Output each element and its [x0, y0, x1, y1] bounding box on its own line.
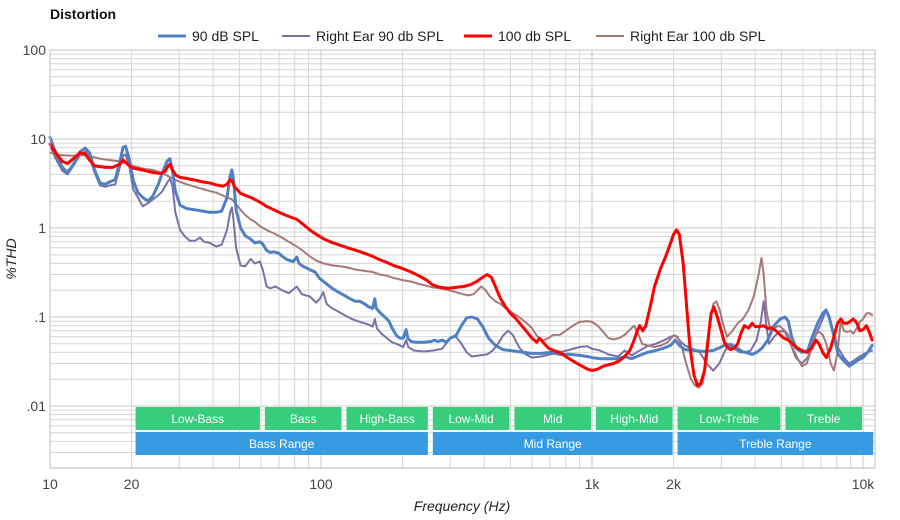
band-rect: [135, 407, 260, 430]
band-low-bass: Low-Bass: [135, 407, 260, 430]
series-line-right-ear-90-db-spl: [49, 144, 874, 372]
y-tick-label: 100: [23, 42, 47, 58]
y-tick-label: .01: [27, 398, 47, 414]
legend-label: 90 dB SPL: [192, 28, 259, 44]
legend-item[interactable]: 90 dB SPL: [158, 28, 259, 44]
band-label: Treble: [807, 412, 841, 426]
y-tick-label: 1: [38, 220, 46, 236]
band-rect: [432, 432, 673, 455]
band-rect: [135, 432, 428, 455]
band-label: Bass: [290, 412, 317, 426]
y-axis-label: %THD: [3, 238, 19, 279]
band-rect: [596, 407, 673, 430]
x-tick-label: 1k: [585, 476, 601, 492]
legend-item[interactable]: Right Ear 90 db SPL: [282, 28, 444, 44]
series-line-100-db-spl: [48, 142, 874, 387]
series-lines: [48, 135, 874, 389]
legend-label: Right Ear 100 db SPL: [630, 28, 766, 44]
frequency-bands: Low-Bass Bass High-Bass Low-Mid Mid High-Mid L…: [135, 407, 874, 455]
legend-label: 100 db SPL: [498, 28, 571, 44]
band-bass: Bass: [264, 407, 342, 430]
y-axis-ticks: 100 10 1 .1 .01: [23, 42, 47, 414]
band-mid: Mid: [514, 407, 591, 430]
chart-title: Distortion: [50, 6, 116, 22]
legend: 90 dB SPL Right Ear 90 db SPL 100 db SPL Ri…: [158, 28, 766, 44]
x-tick-label: 10k: [852, 476, 876, 492]
legend-label: Right Ear 90 db SPL: [316, 28, 444, 44]
x-tick-label: 2k: [666, 476, 682, 492]
band-rect: [432, 407, 510, 430]
band-label: Treble Range: [739, 437, 812, 451]
band-high-bass: High-Bass: [346, 407, 428, 430]
x-axis-label: Frequency (Hz): [414, 498, 510, 514]
legend-item[interactable]: 100 db SPL: [464, 28, 571, 44]
band-treble: Treble: [785, 407, 862, 430]
series-line-right-ear-100-db-spl: [49, 151, 874, 389]
band-label: Bass Range: [249, 437, 315, 451]
band-low-mid: Low-Mid: [432, 407, 510, 430]
y-tick-label: .1: [34, 309, 46, 325]
y-tick-label: 10: [30, 131, 46, 147]
band-low-treble: Low-Treble: [677, 407, 781, 430]
band-rect: [514, 407, 591, 430]
x-tick-label: 20: [124, 476, 140, 492]
x-tick-label: 10: [42, 476, 58, 492]
legend-item[interactable]: Right Ear 100 db SPL: [596, 28, 766, 44]
band-label: Low-Mid: [448, 412, 493, 426]
band-bass-range: Bass Range: [135, 432, 428, 455]
band-label: High-Bass: [359, 412, 414, 426]
band-label: Mid Range: [524, 437, 582, 451]
band-rect: [677, 407, 781, 430]
grid: [49, 50, 875, 469]
band-treble-range: Treble Range: [677, 432, 874, 455]
band-rect: [785, 407, 862, 430]
band-label: Low-Treble: [699, 412, 759, 426]
band-rect: [677, 432, 874, 455]
x-axis-ticks: 10 20 100 1k 2k 10k: [42, 476, 875, 492]
band-label: High-Mid: [610, 412, 658, 426]
band-rect: [346, 407, 428, 430]
band-rect: [264, 407, 342, 430]
x-tick-label: 100: [309, 476, 333, 492]
band-high-mid: High-Mid: [596, 407, 673, 430]
band-mid-range: Mid Range: [432, 432, 673, 455]
band-label: Low-Bass: [171, 412, 224, 426]
band-label: Mid: [543, 412, 562, 426]
plot-frame: [49, 49, 876, 469]
